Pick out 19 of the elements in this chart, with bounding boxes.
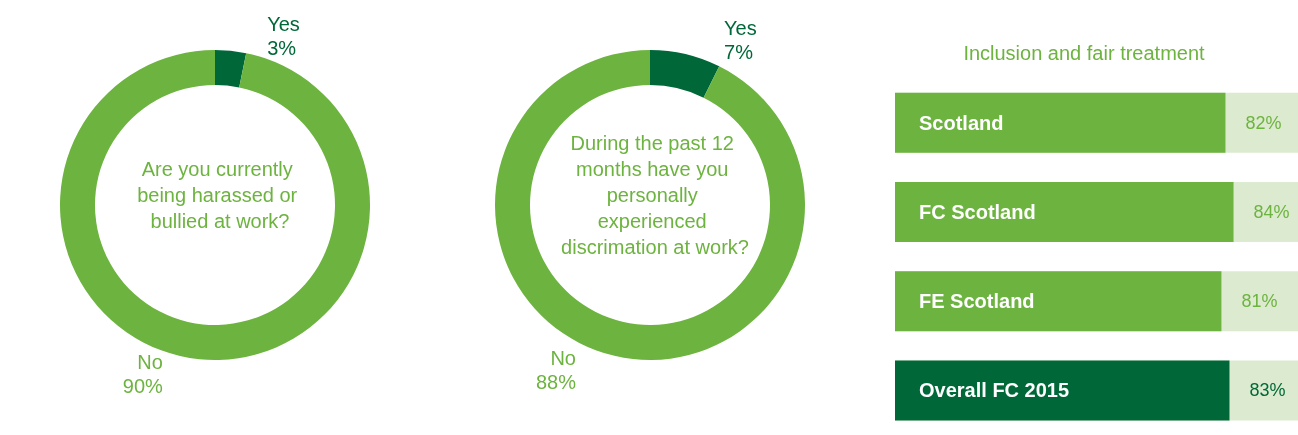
data-label: 3% — [267, 36, 297, 59]
data-label: 83% — [1249, 380, 1286, 401]
y-tick-label: Scotland — [919, 111, 1004, 134]
text: During the past 12 months have you personally experienced discrimation at work? — [561, 132, 749, 258]
slice-label: No — [550, 347, 576, 370]
data-label: 90% — [122, 375, 164, 398]
y-tick-label: Overall FC 2015 — [919, 379, 1070, 402]
data-label: 82% — [1245, 112, 1282, 133]
data-label: 81% — [1241, 291, 1278, 312]
data-label: 84% — [1253, 201, 1290, 222]
slice-label: Yes — [267, 12, 300, 35]
slice-label: Yes — [724, 16, 757, 39]
y-tick-label: FC Scotland — [919, 200, 1036, 223]
chart-title: Inclusion and fair treatment — [963, 42, 1206, 64]
text: Are you currently being harassed or bullied at work? — [137, 158, 303, 232]
data-label: 7% — [724, 40, 754, 63]
data-label: 88% — [535, 371, 577, 394]
y-tick-label: FE Scotland — [919, 290, 1035, 313]
slice-label: No — [137, 351, 163, 374]
